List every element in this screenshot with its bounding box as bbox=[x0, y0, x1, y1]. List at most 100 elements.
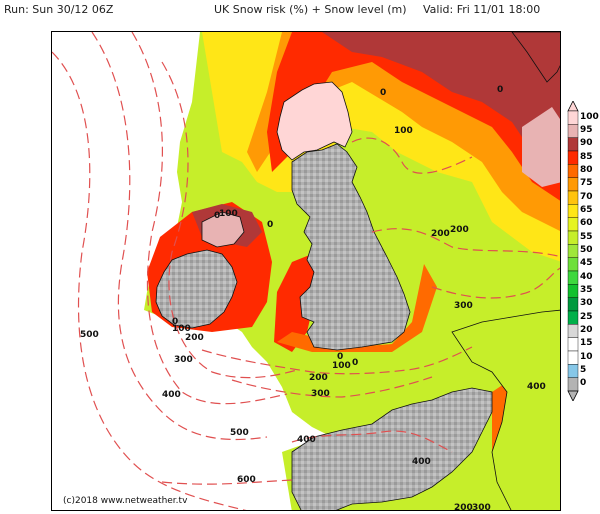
landmasses bbox=[155, 32, 560, 510]
legend-cell-75 bbox=[567, 177, 579, 192]
risk-field-red-southcoast bbox=[277, 264, 437, 352]
legend-bottom-arrow bbox=[567, 390, 579, 402]
legend-cell-85 bbox=[567, 150, 579, 165]
contour-label: 500 bbox=[80, 330, 99, 340]
legend-cell-95 bbox=[567, 124, 579, 138]
legend-label-55: 55 bbox=[580, 231, 593, 242]
legend-label-45: 45 bbox=[580, 258, 593, 269]
contour-label: 100 bbox=[332, 361, 351, 371]
legend-label-50: 50 bbox=[580, 245, 593, 255]
britain-land bbox=[291, 143, 411, 351]
contour-label: 400 bbox=[412, 457, 431, 467]
legend-cell-5 bbox=[567, 364, 579, 378]
valid-time-label: Valid: Fri 11/01 18:00 bbox=[423, 3, 541, 16]
contour-500 bbox=[91, 32, 268, 441]
contour-label: 200 bbox=[450, 225, 469, 235]
legend-label-80: 80 bbox=[580, 165, 593, 175]
risk-field-red-wales bbox=[274, 254, 320, 352]
legend-label-85: 85 bbox=[580, 151, 593, 162]
scotland-highlands-land bbox=[276, 81, 353, 161]
contour-label: 400 bbox=[162, 390, 181, 400]
contour-label: 600 bbox=[237, 475, 256, 485]
legend-cell-65 bbox=[567, 204, 579, 218]
contour-label: 400 bbox=[527, 382, 546, 392]
legend-label-75: 75 bbox=[580, 178, 593, 189]
contour-label: 400 bbox=[297, 435, 316, 445]
legend-label-15: 15 bbox=[580, 338, 593, 349]
contour-label: 500 bbox=[230, 428, 249, 438]
contour-100 bbox=[351, 137, 473, 174]
europe-land bbox=[451, 309, 560, 510]
legend-cell-10 bbox=[567, 350, 579, 365]
contour-label: 300 bbox=[174, 355, 193, 365]
legend-label-95: 95 bbox=[580, 125, 593, 135]
contour-200-east bbox=[371, 228, 560, 258]
snow-risk-map: 0 0 0 0 0 0 0 100 100 100 100 200 200 20… bbox=[51, 31, 561, 511]
contour-200-south bbox=[201, 346, 473, 375]
legend-label-35: 35 bbox=[580, 285, 593, 295]
legend-label-65: 65 bbox=[580, 205, 593, 215]
contour-label: 0 bbox=[380, 88, 386, 98]
contour-label: 300 bbox=[454, 301, 473, 311]
copyright-credit: (c)2018 www.netweather.tv bbox=[61, 496, 190, 506]
contour-300-south bbox=[231, 376, 433, 398]
contour-400-france bbox=[291, 430, 453, 453]
norway-coast bbox=[511, 32, 560, 83]
contour-600-west bbox=[52, 51, 247, 510]
risk-field-darkred-north bbox=[322, 32, 560, 171]
legend-label-100: 100 bbox=[580, 111, 599, 122]
contour-label: 0 bbox=[172, 317, 178, 327]
legend-cell-30 bbox=[567, 297, 579, 312]
legend-cell-25 bbox=[567, 310, 579, 325]
ireland-land bbox=[155, 249, 238, 329]
contour-label: 100 bbox=[394, 126, 413, 136]
legend-cell-50 bbox=[567, 244, 579, 258]
legend-label-0: 0 bbox=[580, 378, 587, 389]
legend-bar bbox=[567, 100, 579, 402]
snow-level-contours bbox=[52, 32, 560, 510]
legend-label-30: 30 bbox=[580, 298, 593, 309]
run-time-label: Run: Sun 30/12 06Z bbox=[4, 3, 114, 16]
contour-label: 0 bbox=[337, 352, 343, 362]
contour-label: 100 bbox=[219, 209, 238, 219]
legend-cell-55 bbox=[567, 230, 579, 245]
contour-300 bbox=[161, 61, 298, 379]
contour-label: 200 bbox=[454, 503, 473, 511]
legend-cell-45 bbox=[567, 257, 579, 272]
map-canvas: 0 0 0 0 0 0 0 100 100 100 100 200 200 20… bbox=[52, 32, 560, 511]
risk-field-pink-north bbox=[522, 107, 560, 187]
france-land bbox=[291, 387, 493, 510]
contour-label: 0 bbox=[214, 211, 220, 221]
legend-cell-60 bbox=[567, 217, 579, 232]
legend-cell-15 bbox=[567, 337, 579, 352]
contour-label: 0 bbox=[497, 85, 503, 95]
contour-label: 200 bbox=[309, 373, 328, 383]
contour-400 bbox=[131, 32, 288, 405]
map-title: UK Snow risk (%) + Snow level (m) bbox=[214, 3, 407, 16]
legend-cells bbox=[567, 110, 579, 392]
legend-cell-100 bbox=[567, 110, 579, 125]
northern-ireland-land bbox=[201, 211, 245, 248]
contour-label: 0 bbox=[352, 358, 358, 368]
contour-label: 0 bbox=[267, 220, 273, 230]
legend-cell-35 bbox=[567, 284, 579, 298]
legend-label-70: 70 bbox=[580, 191, 593, 202]
legend-cell-40 bbox=[567, 270, 579, 285]
contour-label: 200 bbox=[185, 333, 204, 343]
contour-label: 300 bbox=[311, 389, 330, 399]
colour-legend: 100 95 90 85 80 75 70 65 60 55 50 45 40 35 30 25 20 15 10 5… bbox=[566, 100, 600, 402]
contour-label: 200 bbox=[431, 229, 450, 239]
legend-label-25: 25 bbox=[580, 311, 593, 322]
legend-label-5: 5 bbox=[580, 365, 587, 375]
legend-label-90: 90 bbox=[580, 138, 593, 149]
legend-top-arrow bbox=[567, 100, 579, 112]
contour-label: 100 bbox=[172, 324, 191, 334]
legend-cell-0 bbox=[567, 377, 579, 392]
contour-600-south bbox=[161, 479, 293, 485]
legend-label-10: 10 bbox=[580, 351, 593, 362]
legend-label-60: 60 bbox=[580, 218, 593, 229]
contour-300-east bbox=[431, 267, 560, 299]
contour-labels: 0 0 0 0 0 0 0 100 100 100 100 200 200 20… bbox=[80, 85, 546, 511]
legend-cell-90 bbox=[567, 137, 579, 152]
contour-label: 300 bbox=[472, 503, 491, 511]
